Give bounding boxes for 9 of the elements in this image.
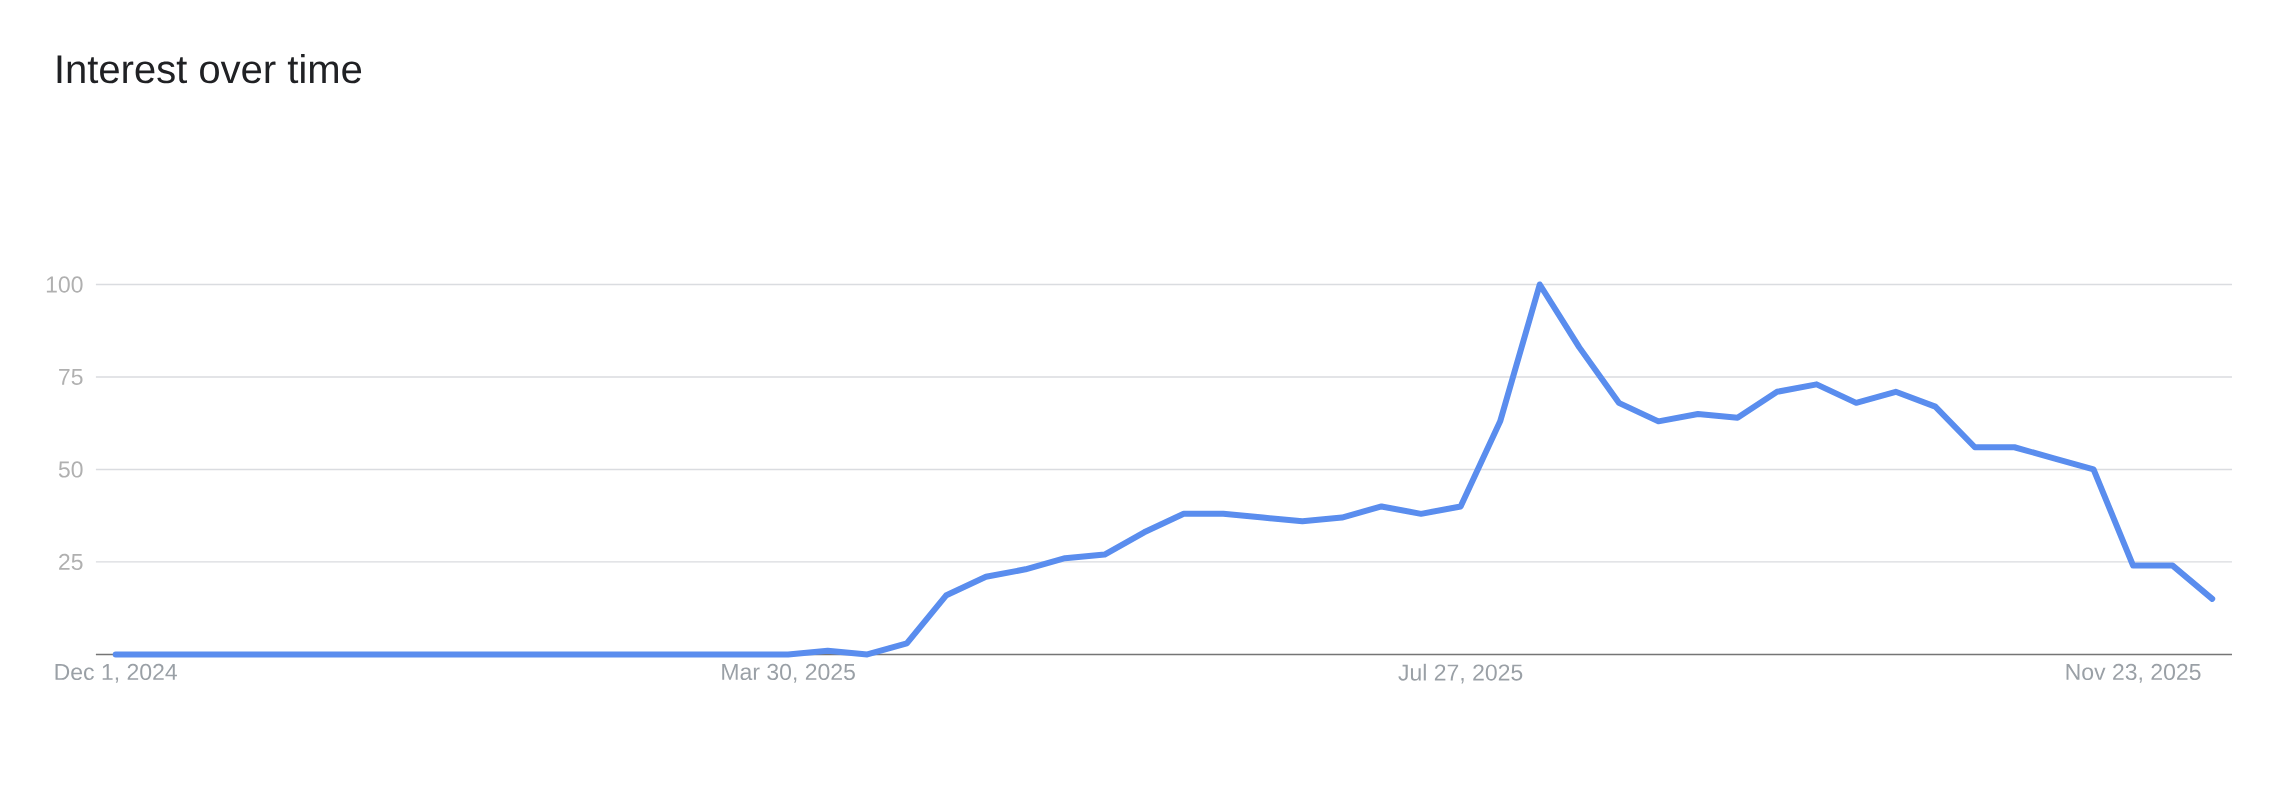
x-tick-label: Jul 27, 2025 xyxy=(1398,663,1523,684)
y-tick-label: 75 xyxy=(59,368,83,385)
y-tick-label: 25 xyxy=(59,553,83,571)
y-tick-label: 100 xyxy=(46,276,83,293)
x-tick-label: Mar 30, 2025 xyxy=(722,663,855,683)
y-tick-label: 50 xyxy=(58,461,83,478)
x-tick-label: Dec 1, 2024 xyxy=(55,663,177,683)
chart-title: Interest over time xyxy=(57,54,362,84)
x-tick-label: Nov 23, 2025 xyxy=(2066,663,2201,683)
